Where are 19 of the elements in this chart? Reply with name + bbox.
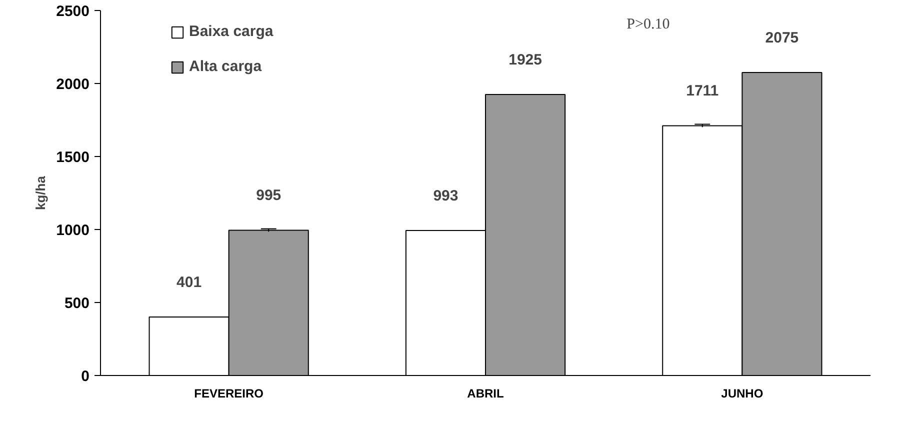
y-tick-label: 2500	[56, 3, 90, 20]
x-tick-label: FEVEREIRO	[194, 386, 264, 400]
y-tick-label: 500	[64, 295, 90, 312]
y-tick-label: 1500	[56, 149, 90, 166]
data-label: 993	[433, 188, 458, 205]
legend-label: Baixa carga	[189, 23, 274, 40]
x-tick-label: ABRIL	[467, 386, 504, 400]
data-label: 401	[176, 274, 202, 291]
y-tick-label: 2000	[56, 76, 90, 93]
data-label: 1711	[686, 82, 719, 100]
legend-label: Alta carga	[189, 58, 262, 75]
y-axis-title: kg/ha	[33, 175, 48, 210]
y-tick-label: 0	[81, 368, 90, 385]
x-tick-label: JUNHO	[721, 386, 764, 400]
annotation: P>0.10	[626, 16, 670, 32]
data-label: 995	[256, 187, 282, 204]
y-tick-label: 1000	[56, 222, 90, 239]
data-label: 2075	[765, 30, 799, 47]
data-label: 1925	[508, 51, 542, 68]
